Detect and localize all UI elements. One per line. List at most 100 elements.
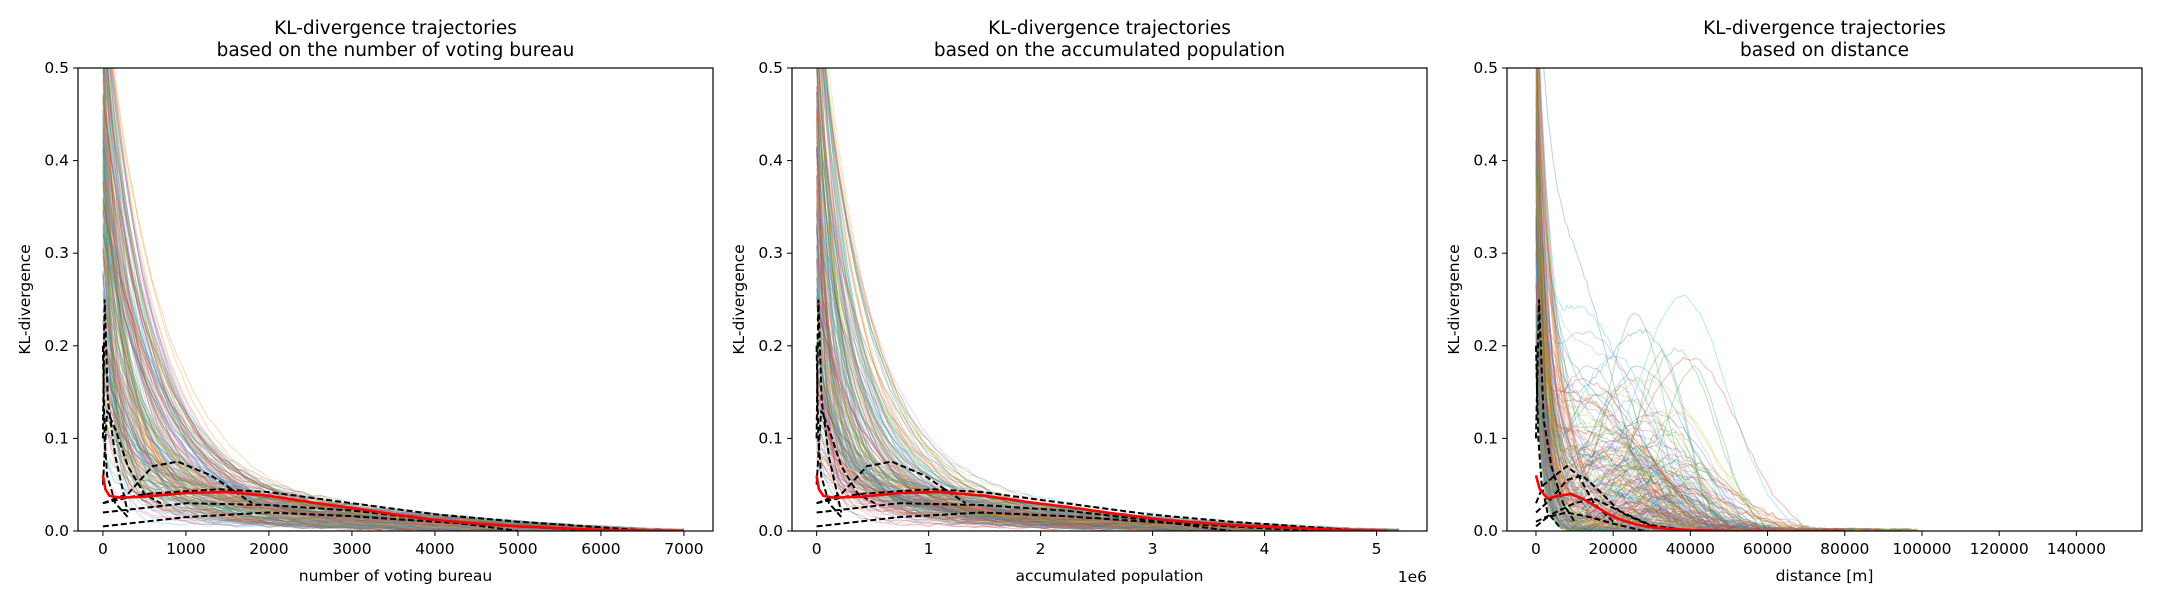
trajectory-line xyxy=(816,213,1400,531)
trajectory-line xyxy=(1535,89,1718,531)
trajectory-line xyxy=(111,68,684,531)
trajectory-line xyxy=(1535,221,1799,531)
trajectory-line xyxy=(816,318,1399,531)
trajectory-line xyxy=(102,295,684,531)
trajectory-line xyxy=(1536,68,1888,531)
trajectory-line xyxy=(825,68,1400,531)
trajectory-line xyxy=(816,223,1399,531)
trajectory-line xyxy=(1535,233,1704,531)
trajectory-line xyxy=(816,162,1400,531)
trajectory-line xyxy=(816,396,1399,531)
trajectory-line xyxy=(1535,146,1852,531)
x-tick-label: 2000 xyxy=(249,540,288,558)
y-tick-label: 0.1 xyxy=(758,429,783,447)
trajectory-line xyxy=(816,297,1399,531)
trajectory-line xyxy=(1535,253,1879,531)
trajectory-line xyxy=(1535,305,1863,531)
dashed-trajectory xyxy=(816,488,1366,531)
y-tick-label: 0.1 xyxy=(1473,429,1498,447)
trajectory-line xyxy=(1535,68,1905,531)
y-tick-label: 0.1 xyxy=(44,429,69,447)
y-axis-label: KL-divergence xyxy=(730,244,748,354)
dashed-trajectory xyxy=(102,488,651,531)
trajectory-line xyxy=(1535,307,1792,531)
trajectory-line xyxy=(102,169,684,531)
trajectory-line xyxy=(1535,159,1727,531)
trajectory-line xyxy=(107,68,684,531)
x-axis-label: accumulated population xyxy=(1016,567,1204,585)
x-tick-label: 80000 xyxy=(1820,540,1869,558)
trajectory-line xyxy=(102,338,684,531)
trajectory-line xyxy=(816,112,1399,531)
median-trajectory xyxy=(815,475,1388,531)
trajectory-line xyxy=(104,68,684,531)
trajectory-line xyxy=(824,68,1400,531)
axes-frame xyxy=(77,67,714,532)
trajectory-line xyxy=(1536,68,1710,531)
trajectory-line xyxy=(816,148,1400,531)
trajectory-line xyxy=(816,207,1400,531)
trajectory-line xyxy=(816,450,1400,531)
trajectory-line xyxy=(816,245,1400,531)
trajectory-line xyxy=(102,402,684,531)
trajectory-line xyxy=(103,68,684,531)
trajectory-line xyxy=(816,228,1400,531)
trajectory-line xyxy=(1535,195,1825,531)
y-tick-label: 0.2 xyxy=(758,337,783,355)
dashed-trajectory xyxy=(102,460,253,505)
y-tick-label: 0.3 xyxy=(1473,244,1498,262)
trajectory-line xyxy=(816,212,1400,531)
x-tick-label: 0 xyxy=(1531,540,1541,558)
y-tick-label: 0.4 xyxy=(44,152,69,170)
dashed-trajectory xyxy=(816,511,1314,531)
x-tick-label: 1 xyxy=(924,540,934,558)
dashed-trajectory xyxy=(1535,497,1691,531)
trajectory-line xyxy=(102,206,684,531)
y-tick-label: 0.5 xyxy=(758,59,783,77)
trajectory-line xyxy=(102,362,684,531)
dashed-trajectory xyxy=(101,299,129,513)
trajectory-line xyxy=(1535,338,1686,531)
trajectory-line xyxy=(1536,68,1730,531)
dashed-trajectory xyxy=(816,502,1232,531)
x-tick-label: 2 xyxy=(1036,540,1046,558)
dashed-trajectory xyxy=(1535,345,1560,528)
trajectory-line xyxy=(102,123,684,531)
x-tick-label: 4 xyxy=(1260,540,1270,558)
trajectory-line xyxy=(102,70,684,531)
y-tick-label: 0.2 xyxy=(1473,337,1498,355)
y-tick-label: 0.4 xyxy=(758,152,783,170)
trajectory-line xyxy=(816,147,1400,531)
dashed-trajectory xyxy=(815,345,843,518)
trajectory-line xyxy=(102,407,684,531)
trajectory-line xyxy=(818,68,1400,531)
dashed-trajectory xyxy=(102,511,601,531)
trajectory-line xyxy=(102,223,684,531)
trajectory-line xyxy=(1536,68,1870,531)
trajectory-line xyxy=(1535,261,1762,531)
trajectory-line xyxy=(109,68,684,531)
dashed-trajectory xyxy=(816,460,967,505)
trajectory-line xyxy=(1535,118,1722,531)
trajectory-line xyxy=(102,69,684,531)
trajectory-line xyxy=(816,153,1400,531)
trajectory-line xyxy=(102,95,684,531)
trajectory-line xyxy=(102,291,684,531)
trajectory-line xyxy=(102,113,684,531)
trajectory-line xyxy=(1535,68,1675,531)
trajectory-line xyxy=(102,290,684,531)
trajectory-line xyxy=(1535,338,1911,531)
trajectory-line xyxy=(1535,226,1861,531)
median-trajectory xyxy=(101,475,684,531)
y-tick-label: 0.0 xyxy=(44,522,69,540)
trajectory-line xyxy=(1535,285,1757,531)
chart-panel-2: 0.0 0.1 0.2 0.3 0.4 0.5 0 1 2 3 4 5 accumulated popu… xyxy=(730,18,1428,586)
trajectory-line xyxy=(1535,217,1908,531)
trajectory-line xyxy=(1535,99,1814,531)
trajectory-line xyxy=(1535,174,1816,531)
trajectory-line xyxy=(102,412,684,531)
trajectory-line xyxy=(1537,68,1819,531)
trajectory-line xyxy=(102,387,684,531)
x-tick-label: 20000 xyxy=(1588,540,1637,558)
